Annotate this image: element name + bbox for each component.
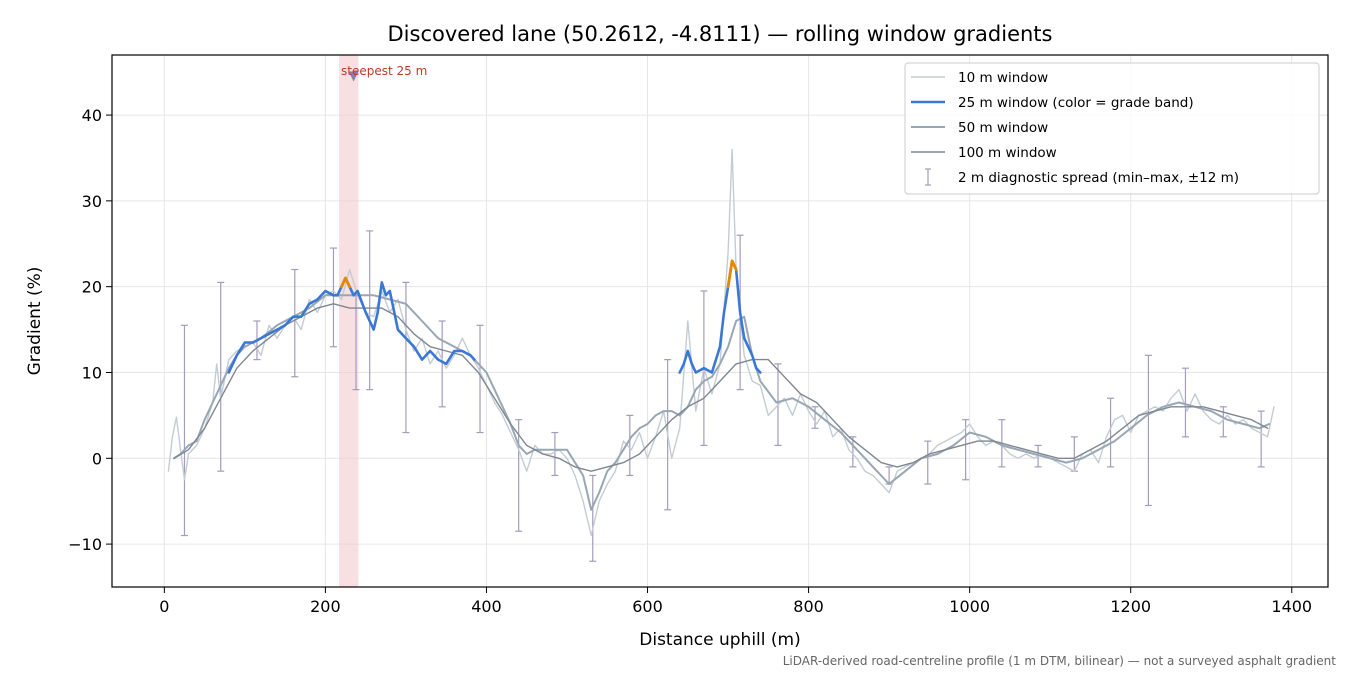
footnote: LiDAR-derived road-centreline profile (1… <box>783 654 1337 668</box>
series-25m-steep-segment <box>340 276 352 289</box>
x-tick-label: 0 <box>159 597 169 616</box>
y-tick-label: 10 <box>82 363 102 382</box>
y-tick-label: 40 <box>82 106 102 125</box>
plot-frame <box>111 54 1329 588</box>
chart-title: Discovered lane (50.2612, -4.8111) — rol… <box>388 22 1053 46</box>
legend-label: 50 m window <box>958 120 1048 136</box>
errorbar-layer <box>180 230 1265 562</box>
tick-layer: 0 200 400 600 800 1000 1200 1400 −10 0 10 20 30 40 <box>68 106 1312 616</box>
steepest-marker <box>348 71 359 82</box>
steepest-band <box>339 55 359 587</box>
legend-box <box>904 62 1320 195</box>
highlight-band-layer <box>339 55 359 587</box>
series-25m-window <box>227 276 476 374</box>
legend-label: 25 m window (color = grade band) <box>958 95 1194 111</box>
y-tick-label: −10 <box>68 535 102 554</box>
x-tick-label: 400 <box>471 597 502 616</box>
y-tick-label: 20 <box>82 278 102 297</box>
series-layer <box>167 148 1275 537</box>
x-tick-label: 1200 <box>1110 597 1151 616</box>
series-25m-window <box>678 259 762 374</box>
x-tick-label: 1000 <box>949 597 990 616</box>
legend-label: 2 m diagnostic spread (min–max, ±12 m) <box>958 170 1239 186</box>
x-tick-label: 600 <box>632 597 663 616</box>
series-25m-steep-segment <box>726 259 738 289</box>
x-tick-label: 1400 <box>1271 597 1312 616</box>
legend: 10 m window 25 m window (color = grade ba… <box>904 62 1320 195</box>
y-tick-label: 0 <box>92 449 102 468</box>
legend-label: 100 m window <box>958 145 1057 161</box>
x-tick-label: 200 <box>310 597 341 616</box>
y-axis-label: Gradient (%) <box>25 267 45 376</box>
x-tick-label: 800 <box>793 597 824 616</box>
x-axis-label: Distance uphill (m) <box>639 630 800 650</box>
series-100m-window <box>173 303 1269 472</box>
legend-label: 10 m window <box>958 70 1048 86</box>
y-tick-label: 30 <box>82 192 102 211</box>
steepest-annotation: steepest 25 m <box>341 64 427 78</box>
